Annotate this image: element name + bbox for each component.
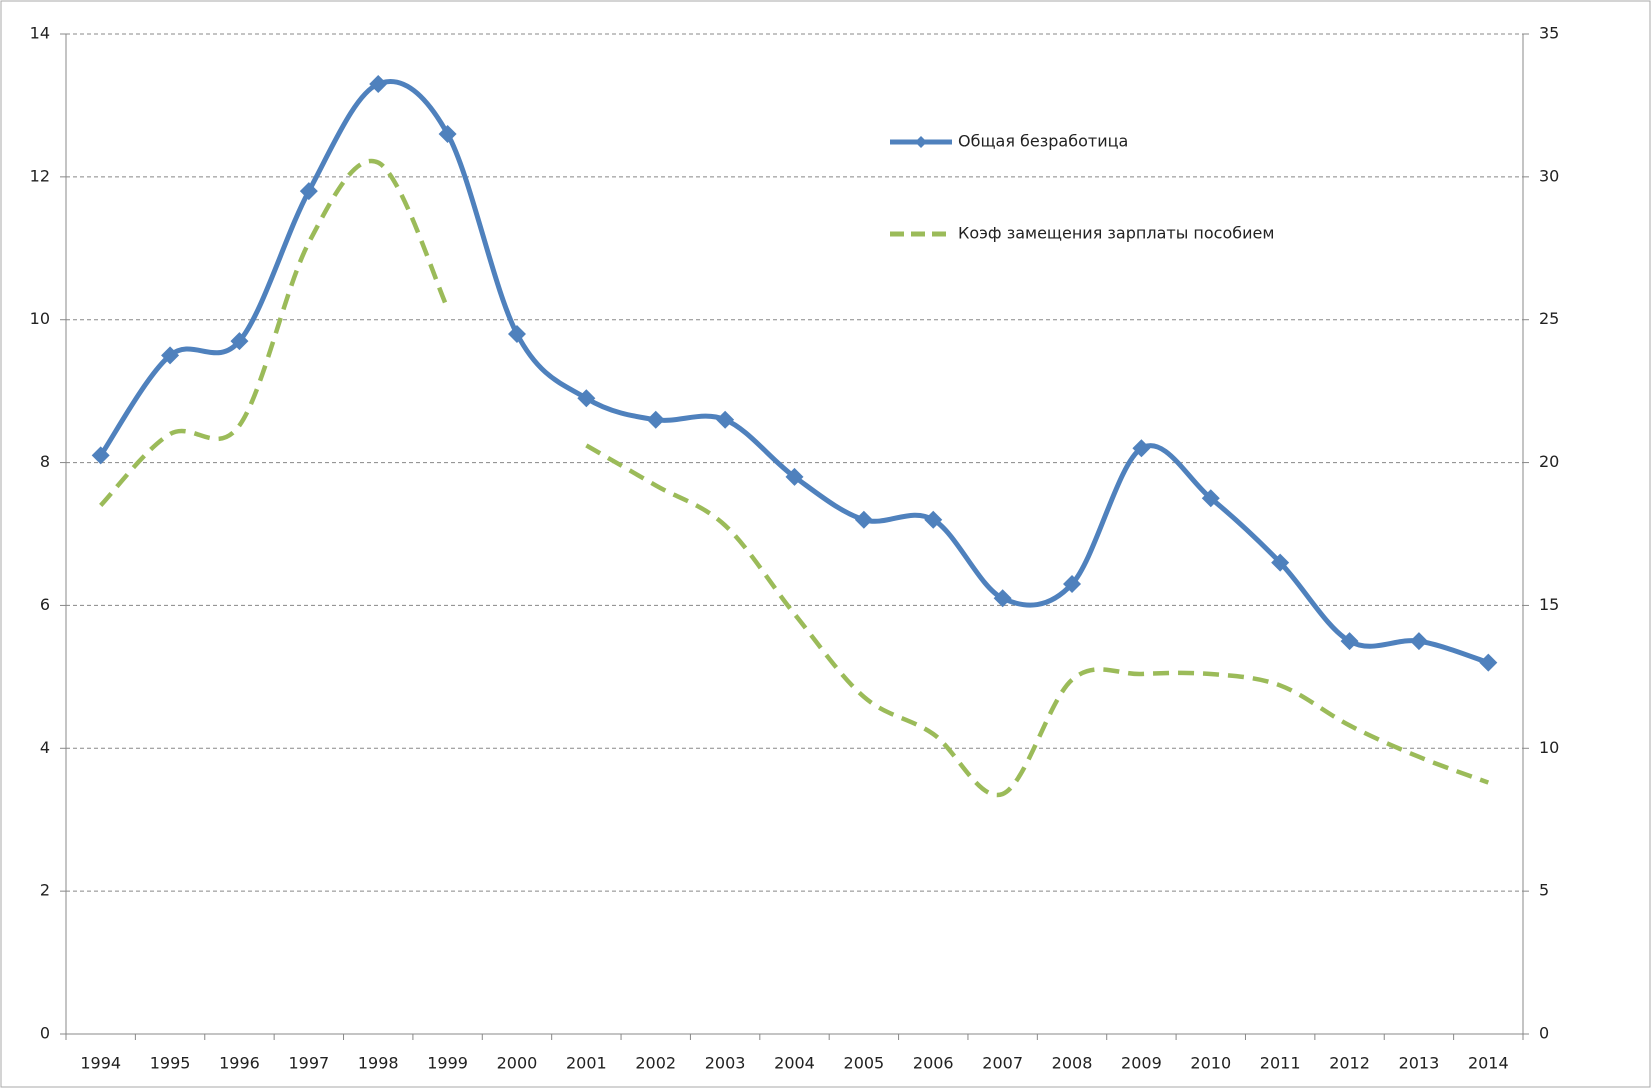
x-tick-label: 2010 [1190, 1054, 1231, 1073]
x-tick-label: 2000 [497, 1054, 538, 1073]
y2-tick-label: 25 [1539, 309, 1559, 328]
x-tick-label: 1995 [150, 1054, 191, 1073]
series-line [99, 158, 1490, 798]
marker [1409, 632, 1428, 651]
x-tick-label: 1996 [219, 1054, 260, 1073]
marker [646, 410, 665, 429]
x-tick-label: 2011 [1260, 1054, 1301, 1073]
x-tick-label: 2007 [982, 1054, 1023, 1073]
y2-tick-label: 15 [1539, 595, 1559, 614]
marker [1201, 489, 1220, 508]
y-tick-label: 4 [40, 738, 50, 757]
y-tick-label: 2 [40, 881, 50, 900]
marker [716, 410, 735, 429]
y-tick-label: 8 [40, 452, 50, 471]
y2-tick-label: 10 [1539, 738, 1559, 757]
marker [1479, 653, 1498, 672]
marker [299, 182, 318, 201]
x-tick-label: 2001 [566, 1054, 607, 1073]
marker [1063, 575, 1082, 593]
x-tick-label: 2004 [774, 1054, 815, 1073]
marker [577, 389, 596, 408]
marker [854, 510, 873, 529]
y2-tick-label: 35 [1539, 24, 1559, 43]
y2-tick-label: 0 [1539, 1024, 1549, 1043]
x-tick-label: 2003 [705, 1054, 746, 1073]
x-tick-label: 2013 [1399, 1054, 1440, 1073]
y-tick-label: 12 [30, 166, 50, 185]
marker [507, 325, 526, 343]
y2-tick-label: 5 [1539, 881, 1549, 900]
marker [369, 75, 388, 93]
marker [230, 332, 249, 351]
marker [91, 446, 110, 465]
x-tick-label: 2006 [913, 1054, 954, 1073]
x-tick-label: 2009 [1121, 1054, 1162, 1073]
x-tick-label: 1998 [358, 1054, 399, 1073]
x-tick-label: 1999 [427, 1054, 468, 1073]
y2-tick-label: 20 [1539, 452, 1559, 471]
legend-label: Общая безработица [958, 132, 1128, 151]
marker [993, 589, 1012, 608]
y2-tick-label: 30 [1539, 166, 1559, 185]
marker [161, 346, 180, 365]
y-tick-label: 14 [30, 24, 50, 43]
marker [1132, 439, 1151, 458]
y-tick-label: 6 [40, 595, 50, 614]
marker [1271, 553, 1290, 572]
x-tick-label: 2008 [1052, 1054, 1093, 1073]
x-tick-label: 1997 [288, 1054, 329, 1073]
x-tick-label: 2002 [635, 1054, 676, 1073]
y-tick-label: 10 [30, 309, 50, 328]
marker [924, 510, 943, 529]
legend-marker [915, 136, 927, 148]
legend-label: Коэф замещения зарплаты пособием [958, 224, 1274, 243]
marker [1340, 632, 1359, 651]
x-tick-label: 1994 [80, 1054, 121, 1073]
y-tick-label: 0 [40, 1024, 50, 1043]
marker [785, 467, 804, 486]
x-tick-label: 2012 [1329, 1054, 1370, 1073]
marker [438, 125, 457, 143]
x-tick-label: 2005 [844, 1054, 885, 1073]
x-tick-label: 2014 [1468, 1054, 1509, 1073]
